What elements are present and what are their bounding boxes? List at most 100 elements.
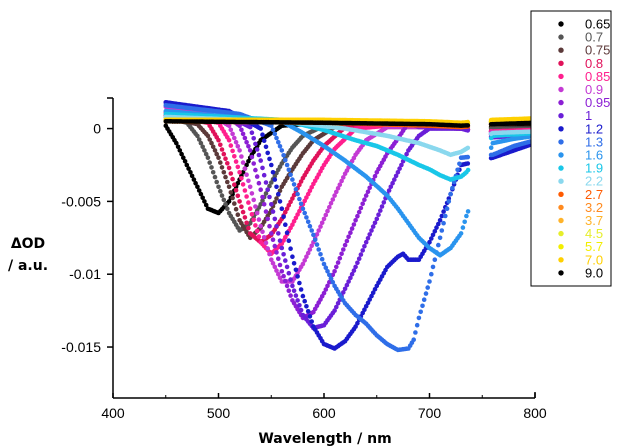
data-point [358,252,364,257]
data-point [258,158,264,163]
data-point [267,223,272,229]
x-tick-label: 800 [523,405,547,421]
legend-marker [558,152,564,158]
data-point [181,155,186,160]
data-point [216,155,221,160]
data-point [232,135,237,141]
legend-marker [558,34,564,40]
data-point [437,235,443,241]
data-point [239,154,244,159]
axis-titles: Wavelength / nm ΔOD / a.u. [8,236,392,447]
data-point [253,223,258,228]
data-point [416,315,422,321]
data-point [246,200,251,205]
data-point [353,218,358,223]
data-point [360,248,366,253]
data-point [284,206,290,211]
data-point [237,148,242,153]
data-point [214,151,219,157]
legend-marker [558,178,564,184]
data-point [274,250,279,255]
data-point [239,176,244,181]
data-point [427,279,432,284]
data-point [283,209,288,215]
data-point [249,154,255,160]
data-point [209,165,214,170]
data-point [263,240,269,246]
data-point [291,182,297,187]
data-point [276,191,281,197]
data-point [319,256,325,262]
data-point [265,150,271,156]
data-point [258,202,264,207]
data-point [457,161,462,167]
legend-label: 7.0 [585,252,603,267]
data-point [305,250,311,256]
data-point [240,170,246,175]
data-point [446,199,452,204]
data-point [346,279,351,284]
data-point [314,242,320,247]
data-point [242,166,248,171]
data-point [353,264,358,270]
data-point [219,165,225,170]
legend-label: 1.3 [585,134,603,149]
data-point [309,319,315,324]
data-point [316,228,322,233]
legend-label: 3.2 [585,200,603,215]
data-point [226,184,232,190]
data-point [309,185,315,190]
legend-label: 0.95 [585,95,610,110]
data-point [328,276,334,281]
data-point [335,260,341,265]
legend-marker [558,73,564,80]
series-1-2 [163,100,538,351]
data-point [365,300,371,306]
data-point [200,144,205,150]
data-point [295,274,300,279]
data-point [274,135,279,141]
data-point [332,308,337,313]
data-point [246,178,251,184]
data-point [392,177,397,182]
data-point [458,231,464,236]
data-point [260,165,265,171]
data-point [246,159,251,164]
data-point [312,237,318,242]
data-point [223,202,228,207]
data-point [286,167,292,173]
data-point [372,220,378,226]
data-point [244,194,249,199]
legend-marker [558,126,564,132]
data-point [349,271,355,277]
data-point [386,188,392,193]
data-point [251,197,256,203]
data-point [465,145,471,151]
data-point [332,193,337,198]
legend-label: 3.7 [585,213,603,228]
data-point [246,144,251,149]
data-point [207,137,212,142]
data-point [214,179,219,185]
data-point [283,258,288,263]
legend-marker [558,217,564,224]
legend-marker [558,230,564,237]
data-point [362,197,367,202]
data-point [242,135,248,141]
data-point [365,189,371,194]
data-point [203,151,209,157]
data-point [256,180,262,186]
data-point [365,236,371,241]
data-point [355,260,360,266]
legend-marker [558,86,564,93]
data-point [189,173,195,179]
data-point [265,246,271,251]
data-point [346,234,351,240]
data-point [269,231,274,236]
data-point [254,147,260,152]
data-point [242,188,248,193]
data-point [270,237,276,242]
data-point [297,280,302,286]
data-point [240,160,246,165]
data-point [290,283,295,289]
